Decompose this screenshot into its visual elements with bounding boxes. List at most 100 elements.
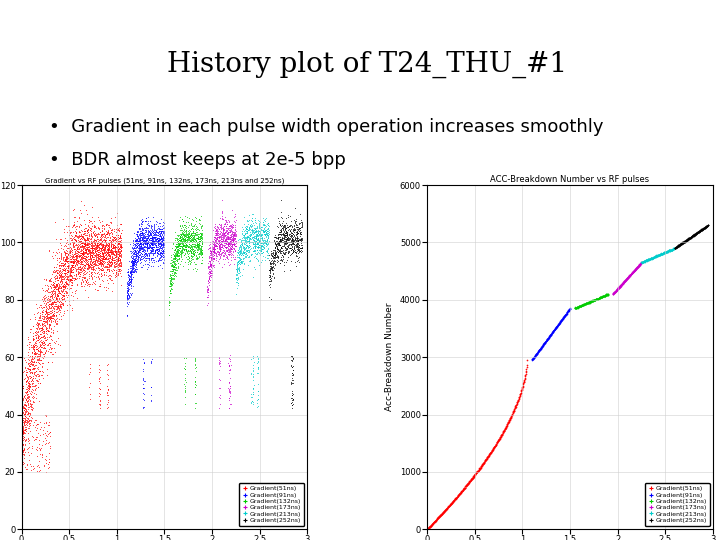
Point bbox=[486, 446, 498, 455]
Point bbox=[189, 390, 200, 399]
Point bbox=[266, 251, 277, 259]
Point bbox=[263, 227, 274, 236]
Point bbox=[282, 236, 294, 245]
Point bbox=[110, 246, 122, 255]
Point bbox=[696, 226, 707, 234]
Point bbox=[16, 418, 27, 427]
Point bbox=[55, 287, 66, 295]
Point bbox=[59, 259, 71, 268]
Point bbox=[257, 227, 269, 236]
Point bbox=[157, 247, 168, 256]
Point bbox=[207, 240, 219, 248]
Point bbox=[194, 249, 205, 258]
Point bbox=[549, 324, 561, 333]
Point bbox=[23, 364, 35, 373]
Point bbox=[74, 238, 86, 246]
Point bbox=[287, 395, 299, 404]
Point bbox=[285, 240, 297, 249]
Point bbox=[24, 366, 36, 374]
Point bbox=[44, 300, 55, 309]
Point bbox=[86, 240, 98, 248]
Point bbox=[196, 244, 207, 252]
Point bbox=[238, 248, 250, 257]
Point bbox=[20, 424, 32, 433]
Point bbox=[135, 227, 147, 235]
Point bbox=[253, 228, 264, 237]
Point bbox=[73, 228, 85, 237]
Point bbox=[111, 226, 122, 235]
Point bbox=[30, 349, 42, 357]
Point bbox=[21, 387, 32, 395]
Point bbox=[154, 227, 166, 235]
Point bbox=[518, 379, 529, 388]
Point bbox=[536, 343, 547, 352]
Point bbox=[75, 279, 86, 287]
Point bbox=[634, 260, 645, 269]
Point bbox=[265, 294, 276, 303]
Point bbox=[213, 245, 225, 254]
Point bbox=[60, 279, 72, 287]
Point bbox=[291, 239, 302, 247]
Point bbox=[130, 237, 142, 245]
Point bbox=[141, 233, 153, 242]
Point bbox=[139, 252, 150, 261]
Point bbox=[135, 229, 147, 238]
Point bbox=[438, 508, 449, 516]
Point bbox=[37, 328, 49, 337]
Point bbox=[241, 247, 253, 255]
Point bbox=[499, 425, 510, 434]
Point bbox=[171, 249, 183, 258]
Point bbox=[264, 258, 275, 267]
Point bbox=[652, 251, 663, 260]
Point bbox=[224, 365, 235, 374]
Point bbox=[36, 284, 48, 292]
Point bbox=[79, 228, 91, 237]
Point bbox=[214, 391, 225, 400]
Point bbox=[99, 241, 110, 250]
Point bbox=[135, 241, 146, 250]
Point bbox=[171, 238, 183, 246]
Point bbox=[22, 388, 33, 396]
Point bbox=[225, 221, 236, 230]
Point bbox=[191, 238, 202, 246]
Point bbox=[213, 242, 225, 251]
Point bbox=[122, 273, 134, 281]
Point bbox=[549, 325, 560, 334]
Point bbox=[195, 236, 207, 245]
Point bbox=[95, 245, 107, 253]
Point bbox=[111, 249, 122, 258]
Point bbox=[63, 248, 75, 257]
Point bbox=[256, 226, 267, 234]
Point bbox=[249, 247, 261, 255]
Point bbox=[186, 233, 198, 241]
Point bbox=[216, 207, 228, 215]
Point bbox=[288, 232, 300, 240]
Point bbox=[171, 249, 183, 258]
Point bbox=[45, 313, 57, 322]
Point bbox=[508, 404, 520, 413]
Point bbox=[659, 248, 670, 257]
Point bbox=[125, 256, 137, 265]
Point bbox=[122, 271, 134, 279]
Point bbox=[51, 266, 63, 274]
Point bbox=[81, 245, 93, 254]
Point bbox=[89, 266, 100, 275]
Point bbox=[232, 263, 243, 272]
Point bbox=[22, 363, 34, 372]
Point bbox=[75, 254, 86, 263]
Point bbox=[89, 260, 101, 268]
Point bbox=[136, 244, 148, 252]
Point bbox=[157, 227, 168, 235]
Point bbox=[97, 251, 109, 259]
Point bbox=[114, 249, 126, 258]
Point bbox=[148, 238, 159, 247]
Point bbox=[150, 249, 162, 258]
Point bbox=[24, 396, 35, 405]
Point bbox=[60, 238, 72, 247]
Point bbox=[185, 232, 197, 241]
Point bbox=[638, 257, 649, 266]
Point bbox=[54, 278, 66, 287]
Point bbox=[205, 266, 217, 275]
Point bbox=[204, 242, 215, 251]
Point bbox=[204, 269, 215, 278]
